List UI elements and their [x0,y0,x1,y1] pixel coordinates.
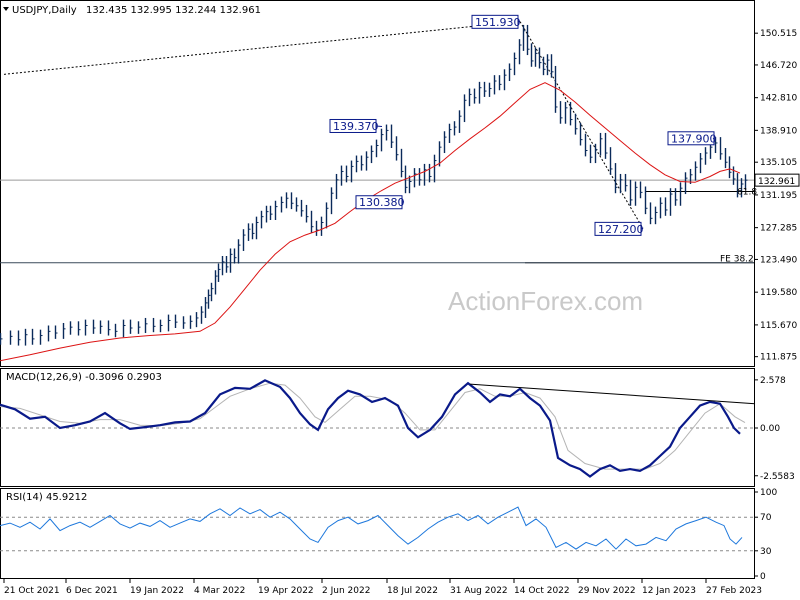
fib-level-label: 61.8 [737,188,757,198]
x-tick-label: 19 Jan 2022 [130,586,184,596]
price-ytick-label: 131.195 [760,191,797,201]
collapse-triangle-icon[interactable] [3,7,9,11]
dotted-trendline-1 [519,21,644,229]
price-label-127.200: 127.200 [598,223,644,236]
rsi-panel-frame [0,488,755,579]
price-label-151.930: 151.930 [475,16,521,29]
rsi-ytick-label: 30 [760,547,772,557]
price-bars [0,24,748,346]
price-ytick-label: 127.285 [760,224,797,234]
x-tick-label: 14 Oct 2022 [514,586,570,596]
price-ytick-label: 111.875 [760,353,797,363]
price-y-axis: 150.515 146.720 142.810 138.910 135.105 131.1… [754,29,800,363]
price-ytick-label: 142.810 [760,94,797,104]
x-tick-label: 4 Mar 2022 [194,586,245,596]
price-panel-frame [0,0,755,367]
x-tick-label: 21 Oct 2021 [4,586,60,596]
price-label-leader [401,201,405,203]
x-axis: 21 Oct 2021 6 Dec 2021 19 Jan 2022 4 Mar 20… [3,579,762,596]
macd-line [0,379,741,478]
price-label-leader [712,137,715,140]
price-ytick-label: 119.580 [760,288,797,298]
macd-trendline [469,383,756,405]
x-tick-label: 12 Jan 2023 [642,586,696,596]
moving-average-line [0,82,741,362]
price-label-leader [375,125,383,127]
x-tick-label: 19 Apr 2022 [258,586,314,596]
price-ytick-label: 123.490 [760,255,797,265]
macd-ytick-label: 0.00 [760,424,780,434]
rsi-title: RSI(14) 45.9212 [6,492,87,503]
x-tick-label: 2 Jun 2022 [322,586,370,596]
price-label-139.370: 139.370 [333,120,379,133]
price-trendlines [3,21,644,229]
price-title-group: USDJPY,Daily 132.435 132.995 132.244 132… [3,5,261,16]
macd-ytick-label: 2.578 [760,376,786,386]
rsi-layer: 100 70 30 0 [0,488,777,582]
rsi-ytick-label: 70 [760,513,772,523]
price-ytick-label: 146.720 [760,61,797,71]
x-tick-label: 27 Feb 2023 [706,586,762,596]
fe-level-label: FE 38.2 [720,255,754,265]
price-label-137.900: 137.900 [671,132,717,145]
watermark: ActionForex.com [448,286,643,316]
price-horizontal-levels [0,179,754,264]
dotted-trendline-0 [3,21,521,75]
price-ytick-label: 115.670 [760,321,797,331]
price-label-leader [517,20,521,23]
rsi-ytick-label: 100 [760,488,777,498]
x-tick-label: 29 Nov 2022 [578,586,636,596]
price-ytick-label: 135.105 [760,158,797,168]
current-price-box [754,173,800,187]
x-tick-label: 6 Dec 2021 [66,586,118,596]
price-label-leader [640,227,644,230]
x-tick-label: 18 Jul 2022 [387,586,438,596]
price-ytick-label: 150.515 [760,29,797,39]
rsi-line [0,506,743,550]
macd-layer: 2.578 0.00 -2.5583 [0,376,795,482]
x-tick-label: 31 Aug 2022 [450,586,508,596]
current-price-label: 132.961 [758,177,795,187]
price-label-130.380: 130.380 [359,196,405,209]
macd-ytick-label: -2.5583 [760,472,795,482]
price-annotations: 151.930 139.370 130.380 127.200 137.900 FE 38… [329,14,757,265]
rsi-ytick-label: 0 [760,572,766,582]
price-title: USDJPY,Daily [12,5,77,16]
price-ytick-label: 138.910 [760,126,797,136]
macd-title: MACD(12,26,9) -0.3096 0.2903 [6,372,162,383]
ohlc-readout: 132.435 132.995 132.244 132.961 [86,5,261,16]
